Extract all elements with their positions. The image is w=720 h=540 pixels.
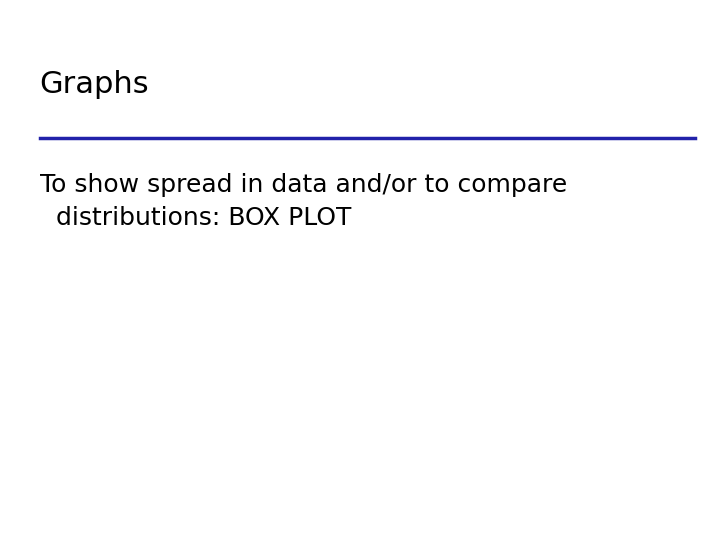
Text: Graphs: Graphs <box>40 70 149 99</box>
Text: To show spread in data and/or to compare
  distributions: BOX PLOT: To show spread in data and/or to compare… <box>40 173 567 230</box>
